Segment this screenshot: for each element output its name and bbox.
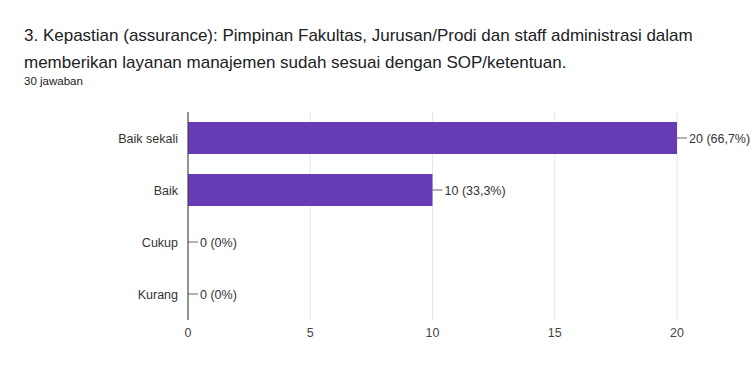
x-tick-label: 15 xyxy=(548,326,562,340)
label-leader xyxy=(188,294,198,295)
chart-canvas: 0 5 10 15 20 Baik sekali 20 (66,7%) Baik 10 (33,… xyxy=(0,0,752,382)
label-leader xyxy=(433,190,443,191)
x-tick-label: 10 xyxy=(426,326,440,340)
x-tick-label: 5 xyxy=(307,326,314,340)
x-axis-line xyxy=(188,320,677,321)
category-label: Baik sekali xyxy=(118,132,178,146)
label-leader xyxy=(188,242,198,243)
category-label: Baik xyxy=(154,184,179,198)
category-label: Kurang xyxy=(138,288,178,302)
x-tick-label: 0 xyxy=(185,326,192,340)
bar xyxy=(188,174,433,206)
grid-line xyxy=(188,112,189,320)
chart-subtitle: 30 jawaban xyxy=(24,75,83,87)
category-label: Cukup xyxy=(142,236,178,250)
data-label: 0 (0%) xyxy=(200,288,237,302)
chart-title: 3. Kepastian (assurance): Pimpinan Fakul… xyxy=(24,22,694,76)
data-label: 20 (66,7%) xyxy=(689,132,750,146)
x-tick-label: 20 xyxy=(670,326,684,340)
data-label: 10 (33,3%) xyxy=(445,184,506,198)
data-label: 0 (0%) xyxy=(200,236,237,250)
bars-group xyxy=(188,122,677,206)
bar xyxy=(188,122,677,154)
label-leader xyxy=(677,138,687,139)
y-axis-line xyxy=(188,112,189,320)
